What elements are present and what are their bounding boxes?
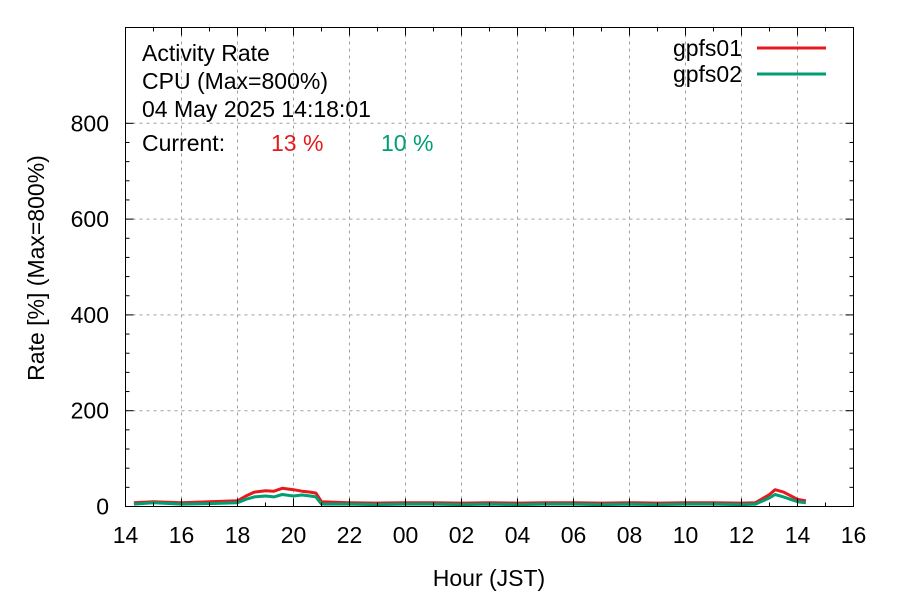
- x-tick-label: 08: [617, 522, 643, 548]
- title-line-1: Activity Rate: [142, 40, 270, 66]
- y-axis-label: Rate [%] (Max=800%): [23, 155, 49, 381]
- series-lines: [133, 486, 807, 507]
- axis-ticks: [125, 27, 854, 507]
- series-line-gpfs01: [133, 486, 807, 505]
- y-tick-label: 200: [71, 398, 109, 424]
- y-tick-label: 800: [71, 110, 109, 136]
- title-line-2: CPU (Max=800%): [142, 68, 328, 94]
- series-line-gpfs02: [133, 493, 807, 507]
- legend-label-gpfs02: gpfs02: [673, 61, 742, 87]
- current-value-gpfs01: 13 %: [271, 130, 323, 156]
- x-tick-label: 18: [225, 522, 251, 548]
- y-tick-label: 400: [71, 302, 109, 328]
- grid-lines: [125, 27, 854, 507]
- x-tick-label: 06: [561, 522, 587, 548]
- x-tick-label: 12: [729, 522, 755, 548]
- x-tick-label: 22: [337, 522, 363, 548]
- current-value-gpfs02: 10 %: [381, 130, 433, 156]
- x-axis-tick-labels: 14 16 18 20 22 00 02 04 06 08 10 12 14 16: [113, 522, 867, 548]
- y-tick-label: 0: [96, 494, 109, 520]
- y-tick-label: 600: [71, 206, 109, 232]
- x-tick-label: 14: [785, 522, 811, 548]
- x-tick-label: 20: [281, 522, 307, 548]
- y-axis-tick-labels: 0 200 400 600 800: [71, 110, 109, 519]
- x-axis-label: Hour (JST): [433, 565, 545, 591]
- x-tick-label: 16: [169, 522, 195, 548]
- x-tick-label: 14: [113, 522, 139, 548]
- title-line-3: 04 May 2025 14:18:01: [142, 96, 371, 122]
- legend: gpfs01 gpfs02: [673, 35, 826, 87]
- current-label: Current:: [142, 130, 225, 156]
- x-tick-label: 02: [449, 522, 475, 548]
- x-tick-label: 16: [841, 522, 867, 548]
- x-tick-label: 04: [505, 522, 531, 548]
- x-tick-label: 10: [673, 522, 699, 548]
- x-tick-label: 00: [393, 522, 419, 548]
- legend-label-gpfs01: gpfs01: [673, 35, 742, 61]
